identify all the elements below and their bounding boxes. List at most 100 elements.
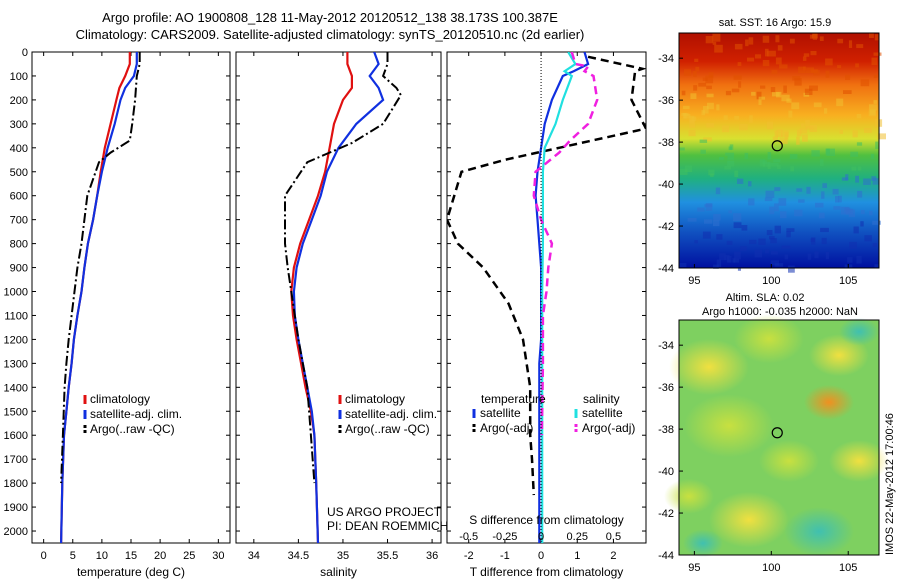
sst-cell <box>699 139 708 143</box>
sst-cell <box>712 33 721 42</box>
sst-cell <box>809 85 818 91</box>
sst-cell <box>845 174 849 181</box>
sst-cell <box>716 234 723 240</box>
argo-position-marker <box>771 140 783 152</box>
sst-title: sat. SST: 16 Argo: 15.9 <box>719 17 832 29</box>
map-ytick-label: -44 <box>658 263 674 275</box>
sst-cell <box>786 228 795 232</box>
sst-cell <box>764 249 769 254</box>
sst-cell <box>706 93 714 98</box>
series-line-3 <box>532 52 599 436</box>
depth-tick-label: 1700 <box>4 454 28 466</box>
sst-cell <box>869 33 874 38</box>
sst-cell <box>774 187 781 192</box>
depth-tick-label: 2000 <box>4 526 28 538</box>
sst-cell <box>774 130 778 138</box>
sst-cell <box>719 253 726 260</box>
sst-cell <box>740 246 747 252</box>
sst-cell <box>814 251 819 259</box>
sst-cell <box>707 102 714 110</box>
sst-cell <box>737 178 744 184</box>
depth-tick-label: 1200 <box>4 334 28 346</box>
sst-cell <box>769 236 775 240</box>
sst-cell <box>682 112 687 119</box>
sst-cell <box>734 115 740 120</box>
sst-cell <box>868 110 876 117</box>
sst-cell <box>713 214 721 221</box>
sst-cell <box>713 264 719 269</box>
sst-cell <box>848 40 853 48</box>
map-xtick-label: 105 <box>839 275 857 287</box>
sst-cell <box>818 212 825 219</box>
sst-cell <box>772 92 780 97</box>
sst-cell <box>796 129 802 137</box>
sst-cell <box>789 38 795 44</box>
sla-blob <box>684 394 774 458</box>
sst-cell <box>733 222 742 229</box>
sst-cell <box>714 44 723 53</box>
sst-cell <box>751 91 756 96</box>
x-tick-label: 36 <box>426 550 438 562</box>
sst-cell <box>803 53 810 57</box>
series-line-2 <box>284 52 403 484</box>
sst-cell <box>741 225 748 231</box>
map-xtick-label: 100 <box>762 275 780 287</box>
sst-map: -34 -36 -38 -40 -42 -44 95 100 105 <box>658 32 886 287</box>
sst-cell <box>824 108 828 114</box>
sst-cell <box>849 241 857 249</box>
map-ytick-label: -34 <box>658 340 674 352</box>
x-tick-label: 20 <box>154 550 166 562</box>
sst-cell <box>805 126 814 130</box>
sst-cell <box>856 142 863 146</box>
sst-cell <box>725 152 735 156</box>
depth-tick-label: 700 <box>10 215 28 227</box>
sst-cell <box>825 252 829 260</box>
sst-cell <box>810 69 818 73</box>
sst-cell <box>767 50 776 57</box>
sst-cell <box>833 206 841 210</box>
diff-legend-label: Argo(-adj) <box>480 421 533 435</box>
sst-cell <box>765 48 769 57</box>
sst-cell <box>724 255 730 260</box>
diff-legend-label: Argo(-adj) <box>582 421 635 435</box>
sst-cell <box>850 151 859 157</box>
sst-cell <box>713 220 720 227</box>
sst-cell <box>708 72 714 78</box>
sst-cell <box>719 157 724 161</box>
sst-cell <box>708 169 715 176</box>
sst-cell <box>809 34 813 39</box>
sst-cell <box>806 186 811 194</box>
sst-cell <box>748 198 755 206</box>
map-xtick-label: 95 <box>688 562 700 574</box>
sst-cell <box>856 44 864 49</box>
series-line-0 <box>290 52 353 543</box>
sst-cell <box>745 39 749 47</box>
sst-cell <box>819 159 824 166</box>
sst-cell <box>874 34 879 41</box>
sst-cell <box>826 148 835 156</box>
sst-cell <box>771 69 778 75</box>
sst-cell <box>689 115 695 124</box>
sst-cell <box>786 231 791 238</box>
sst-cell <box>681 90 686 96</box>
series-line-0 <box>534 52 590 543</box>
sst-cell <box>788 110 793 118</box>
argo-position-marker <box>771 427 783 439</box>
salinity-panel-xlabel: salinity <box>320 565 357 579</box>
sst-cell <box>847 257 853 263</box>
sst-cell <box>856 255 862 264</box>
map-xtick-label: 105 <box>839 562 857 574</box>
sst-cell <box>758 238 766 245</box>
legend-temp-heading: temperature <box>481 392 546 406</box>
sst-cell <box>778 198 787 206</box>
sst-cell <box>837 38 844 44</box>
sst-cell <box>705 36 714 44</box>
sst-cell <box>774 203 779 212</box>
sst-cell <box>733 258 740 263</box>
sst-cell <box>748 181 752 187</box>
sla-title-2: Argo h1000: -0.035 h2000: NaN <box>702 306 858 318</box>
sst-cell <box>725 90 732 96</box>
sst-cell <box>723 115 728 120</box>
sst-cell <box>688 129 696 137</box>
